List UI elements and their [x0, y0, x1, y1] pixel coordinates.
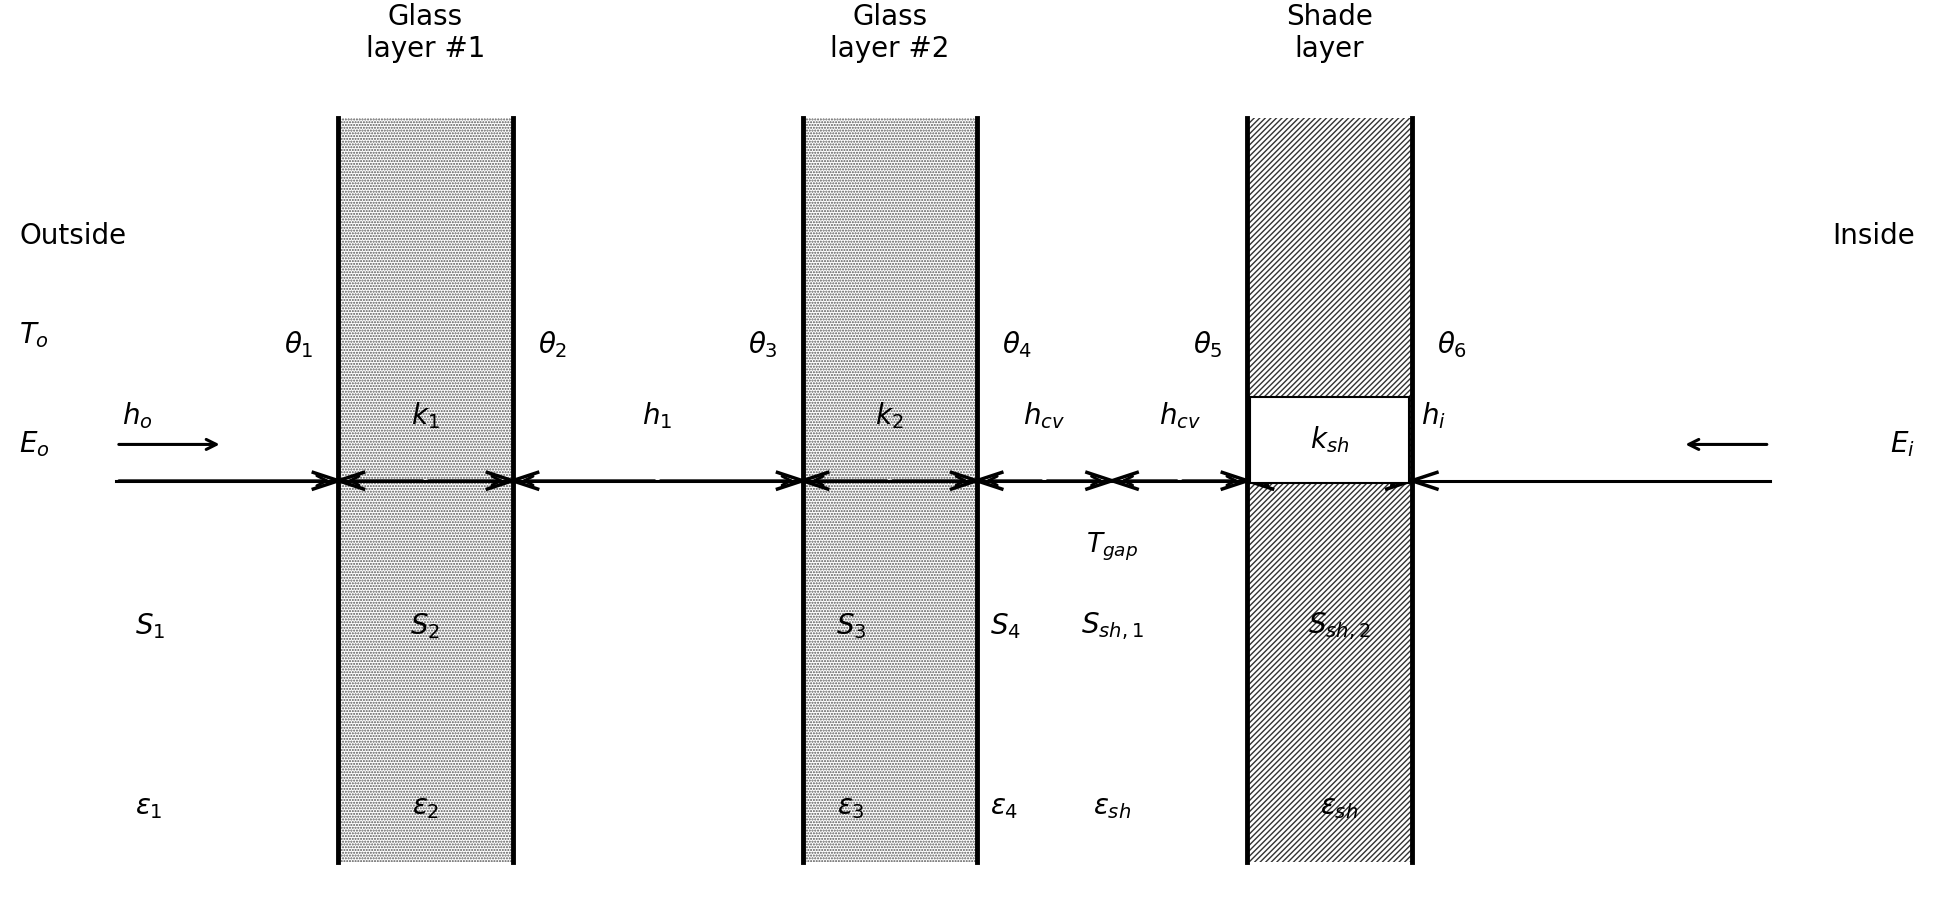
Text: $S_3$: $S_3$ [835, 611, 866, 640]
Text: $k_{sh}$: $k_{sh}$ [1309, 424, 1350, 455]
Text: $h_{cv}$: $h_{cv}$ [1023, 400, 1066, 431]
Text: $E_i$: $E_i$ [1890, 430, 1915, 459]
Text: Shade
layer: Shade layer [1286, 3, 1373, 63]
Text: $\varepsilon_{sh}$: $\varepsilon_{sh}$ [1093, 794, 1131, 821]
Text: $\theta_1$: $\theta_1$ [284, 329, 313, 360]
Text: $\theta_2$: $\theta_2$ [538, 329, 567, 360]
Bar [338, 118, 513, 862]
Text: $\theta_6$: $\theta_6$ [1437, 329, 1468, 360]
Text: $S_{sh,2}$: $S_{sh,2}$ [1307, 610, 1371, 641]
Bar [1247, 118, 1412, 862]
Bar [803, 118, 977, 862]
Text: $h_1$: $h_1$ [642, 400, 673, 431]
Text: Outside: Outside [19, 222, 126, 249]
Text: $\varepsilon_3$: $\varepsilon_3$ [837, 794, 864, 821]
Text: $\varepsilon_4$: $\varepsilon_4$ [990, 794, 1019, 821]
Text: $\theta_5$: $\theta_5$ [1193, 329, 1222, 360]
Text: $\varepsilon_2$: $\varepsilon_2$ [412, 794, 439, 821]
Text: $T_o$: $T_o$ [19, 321, 50, 350]
Text: $h_{cv}$: $h_{cv}$ [1158, 400, 1201, 431]
Text: $\varepsilon_1$: $\varepsilon_1$ [135, 794, 162, 821]
Text: $k_2$: $k_2$ [876, 400, 903, 431]
Text: $S_1$: $S_1$ [135, 611, 166, 640]
Text: $E_o$: $E_o$ [19, 430, 50, 459]
Text: $S_2$: $S_2$ [410, 611, 441, 640]
Text: Glass
layer #2: Glass layer #2 [830, 3, 950, 63]
Text: $\theta_3$: $\theta_3$ [748, 329, 777, 360]
Text: $S_4$: $S_4$ [990, 611, 1021, 640]
FancyBboxPatch shape [1249, 397, 1408, 483]
Text: Inside: Inside [1831, 222, 1915, 249]
Text: $T_{gap}$: $T_{gap}$ [1087, 531, 1137, 563]
Text: $\theta_4$: $\theta_4$ [1002, 329, 1033, 360]
Text: $h_o$: $h_o$ [122, 400, 153, 431]
Text: Glass
layer #1: Glass layer #1 [366, 3, 485, 63]
Text: $h_i$: $h_i$ [1421, 400, 1447, 431]
Text: $k_1$: $k_1$ [412, 400, 439, 431]
Text: $\varepsilon_{sh}$: $\varepsilon_{sh}$ [1321, 794, 1358, 821]
Text: $S_{sh,1}$: $S_{sh,1}$ [1081, 610, 1143, 641]
